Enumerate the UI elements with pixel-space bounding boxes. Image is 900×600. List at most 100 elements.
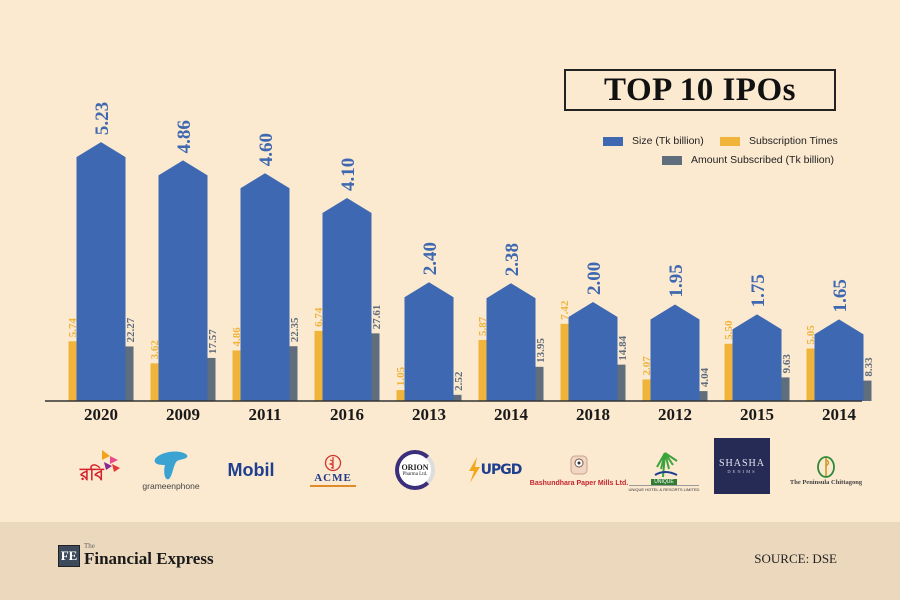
- amount-bar: [863, 380, 872, 401]
- bashundhara-logo: Bashundhara Paper Mills Ltd.: [530, 444, 628, 496]
- subscription-value-label: 3.62: [149, 340, 161, 360]
- amount-value-label: 27.61: [371, 305, 383, 330]
- robi-logo-text: রবি: [80, 465, 104, 485]
- size-value-label: 4.10: [338, 158, 359, 191]
- unique-logo-text: UNIQUE: [651, 478, 677, 485]
- amount-bar: [125, 346, 134, 401]
- acme-underline: [310, 484, 356, 487]
- size-bar: [76, 142, 126, 402]
- mobil-logo-text: Mobil: [227, 459, 275, 480]
- size-bar: [814, 319, 864, 401]
- subscription-bar: [396, 390, 405, 401]
- amount-value-label: 13.95: [535, 338, 547, 363]
- subscription-value-label: 5.74: [67, 318, 79, 338]
- subscription-bar: [150, 363, 159, 401]
- x-tick-label: 2013: [412, 405, 446, 424]
- subscription-bar: [642, 379, 651, 401]
- amount-bar: [289, 346, 298, 401]
- acme-emblem-icon: [324, 454, 342, 471]
- legend-swatch-subscription: [720, 136, 740, 146]
- acme-logo-text: ACME: [314, 471, 352, 484]
- amount-bar: [617, 364, 626, 401]
- amount-value-label: 8.33: [863, 357, 875, 377]
- peninsula-logo: The Peninsula Chittagong: [784, 444, 868, 496]
- legend-swatch-size: [603, 136, 623, 146]
- amount-bar: [207, 357, 216, 401]
- size-bar: [158, 160, 208, 401]
- chart-title-box: TOP 10 IPOs: [564, 69, 836, 111]
- legend-label-size: Size (Tk billion): [632, 135, 704, 147]
- x-tick-label: 2014: [822, 405, 857, 424]
- orion-logo: ORION Pharma Ltd.: [392, 444, 438, 496]
- upgd-logo-text: UPGD: [480, 462, 523, 478]
- mobil-logo: Mobil: [222, 444, 280, 496]
- x-tick-label: 2018: [576, 405, 610, 424]
- upgd-bolt-icon: [468, 457, 480, 483]
- orion-ring: ORION Pharma Ltd.: [395, 450, 435, 490]
- size-value-label: 2.00: [584, 262, 605, 295]
- orion-logo-text: ORION: [401, 463, 429, 472]
- subscription-value-label: 6.74: [313, 307, 325, 327]
- x-tick-label: 2014: [494, 405, 529, 424]
- amount-value-label: 22.35: [289, 317, 301, 342]
- x-tick-label: 2020: [84, 405, 118, 424]
- legend-item-subscription: Subscription Times: [720, 135, 838, 147]
- peninsula-logo-text: The Peninsula Chittagong: [789, 478, 863, 486]
- subscription-value-label: 5.05: [805, 325, 817, 345]
- unique-palm-icon: [654, 451, 678, 477]
- size-bar: [568, 302, 618, 401]
- subscription-value-label: 4.86: [231, 327, 243, 347]
- legend-label-subscription: Subscription Times: [749, 135, 838, 147]
- size-value-label: 4.60: [256, 133, 277, 166]
- amount-bar: [535, 366, 544, 401]
- x-tick-label: 2016: [330, 405, 364, 424]
- size-bar: [650, 304, 700, 401]
- size-value-label: 2.38: [502, 243, 523, 276]
- legend-item-size: Size (Tk billion): [603, 135, 704, 147]
- amount-value-label: 14.84: [617, 335, 629, 360]
- subscription-bar: [68, 341, 77, 401]
- subscription-bar: [560, 323, 569, 401]
- shasha-logo-text: SHASHA: [718, 458, 765, 469]
- footer-band: [0, 522, 900, 600]
- source-note: SOURCE: DSE: [754, 551, 837, 566]
- bashundhara-logo-text: Bashundhara Paper Mills Ltd.: [529, 479, 629, 487]
- amount-value-label: 17.57: [207, 329, 219, 354]
- subscription-bar: [478, 339, 487, 401]
- amount-value-label: 22.27: [125, 317, 137, 342]
- chart-title: TOP 10 IPOs: [604, 71, 796, 108]
- fe-logo-name: Financial Express: [84, 549, 214, 568]
- size-bar: [322, 198, 372, 401]
- bashundhara-roll-icon: [570, 455, 588, 474]
- size-bar: [404, 282, 454, 401]
- size-value-label: 1.95: [666, 264, 687, 297]
- amount-bar: [453, 394, 462, 401]
- robi-logo: রবি: [78, 444, 128, 496]
- shasha-logo-subtext: DENIMS: [727, 469, 757, 474]
- amount-bar: [699, 391, 708, 401]
- robi-mark-icon: [102, 450, 120, 472]
- subscription-value-label: 2.07: [641, 356, 653, 376]
- size-value-label: 2.40: [420, 242, 441, 275]
- amount-bar: [371, 333, 380, 401]
- subscription-value-label: 7.42: [559, 300, 571, 320]
- subscription-bar: [806, 348, 815, 401]
- size-value-label: 5.23: [92, 102, 113, 135]
- orion-logo-subtext: Pharma Ltd.: [402, 472, 428, 477]
- size-value-label: 1.65: [830, 279, 851, 312]
- size-bar: [732, 314, 782, 401]
- upgd-logo: UPGD: [466, 444, 522, 496]
- grameenphone-logo: grameenphone: [140, 444, 202, 496]
- subscription-bar: [232, 350, 241, 401]
- x-tick-label: 2011: [248, 405, 281, 424]
- size-bar: [240, 173, 290, 401]
- legend-item-amount: Amount Subscribed (Tk billion): [662, 154, 834, 166]
- unique-logo: UNIQUE UNIQUE HOTEL & RESORTS LIMITED: [624, 444, 704, 496]
- subscription-value-label: 5.87: [477, 316, 489, 336]
- fe-logo-mark: FE: [58, 545, 80, 567]
- amount-value-label: 4.04: [699, 367, 711, 387]
- peninsula-emblem-icon: [817, 455, 835, 478]
- subscription-value-label: 5.50: [723, 320, 735, 340]
- size-value-label: 4.86: [174, 120, 195, 153]
